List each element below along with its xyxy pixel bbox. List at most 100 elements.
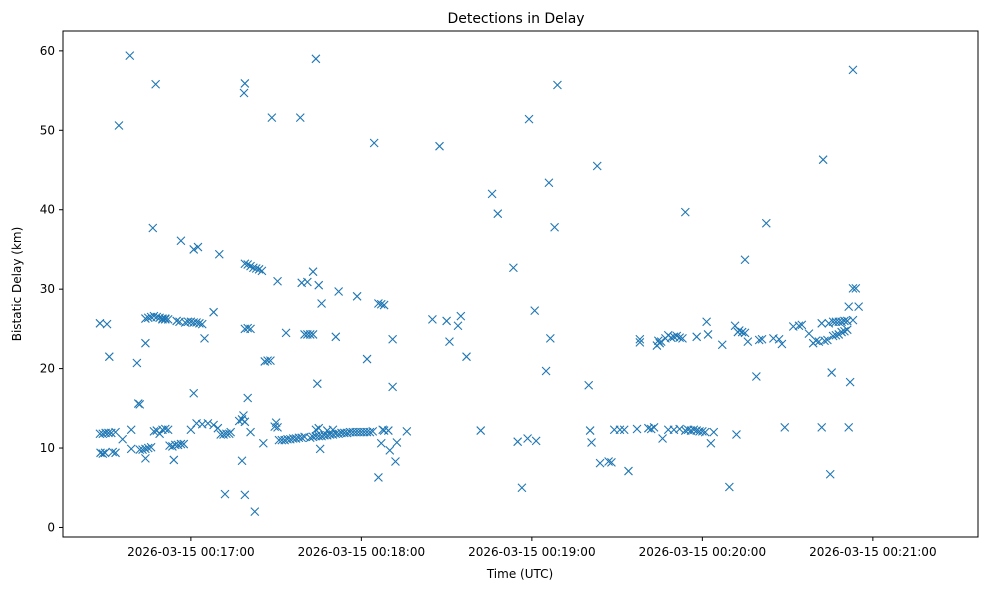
data-point bbox=[254, 264, 264, 274]
data-point bbox=[246, 261, 255, 271]
data-point bbox=[141, 314, 150, 323]
data-point bbox=[517, 483, 527, 493]
data-point bbox=[615, 425, 625, 435]
x-axis-ticks: 2026-03-15 00:17:00 2026-03-15 00:18:00 20… bbox=[127, 537, 937, 559]
data-point bbox=[263, 356, 272, 366]
data-point bbox=[368, 426, 378, 436]
data-point bbox=[666, 333, 676, 343]
data-point bbox=[456, 311, 466, 321]
data-point bbox=[132, 358, 142, 368]
data-point bbox=[246, 427, 255, 437]
data-point bbox=[96, 448, 105, 458]
data-point bbox=[151, 79, 161, 89]
data-point bbox=[827, 368, 837, 377]
data-point bbox=[780, 422, 790, 432]
data-point bbox=[624, 466, 633, 476]
data-point bbox=[209, 307, 218, 317]
data-point bbox=[592, 161, 602, 171]
data-point bbox=[312, 379, 322, 389]
data-point bbox=[513, 437, 523, 447]
data-point bbox=[143, 313, 153, 323]
data-point bbox=[840, 326, 849, 336]
data-point bbox=[804, 329, 814, 339]
data-point bbox=[774, 334, 784, 344]
data-point bbox=[314, 280, 324, 290]
data-point bbox=[305, 330, 315, 339]
x-tick-label: 2026-03-15 00:20:00 bbox=[639, 545, 766, 559]
x-tick-label: 2026-03-15 00:21:00 bbox=[809, 545, 936, 559]
data-point bbox=[308, 330, 318, 339]
data-point bbox=[114, 121, 124, 130]
data-point bbox=[111, 448, 120, 458]
data-point bbox=[692, 332, 702, 342]
data-point bbox=[273, 422, 282, 432]
data-point bbox=[189, 245, 199, 254]
y-tick-label: 0 bbox=[47, 520, 55, 534]
y-axis-label: Bistatic Delay (km) bbox=[10, 227, 24, 342]
data-point bbox=[523, 434, 532, 443]
data-point bbox=[160, 314, 170, 324]
data-point bbox=[379, 426, 389, 435]
data-point bbox=[553, 80, 562, 90]
data-point bbox=[672, 331, 682, 341]
data-point bbox=[118, 434, 128, 444]
data-point bbox=[169, 455, 179, 465]
data-point bbox=[842, 325, 852, 335]
data-point bbox=[240, 79, 250, 88]
data-point bbox=[740, 328, 750, 338]
data-point bbox=[172, 316, 182, 326]
data-point bbox=[240, 490, 250, 500]
data-point bbox=[649, 422, 659, 432]
data-point bbox=[595, 458, 605, 468]
data-point bbox=[138, 445, 147, 455]
data-point bbox=[383, 426, 393, 435]
data-point bbox=[825, 469, 835, 479]
data-point bbox=[837, 327, 846, 337]
data-point bbox=[689, 425, 699, 435]
data-point bbox=[817, 318, 827, 328]
data-point bbox=[453, 321, 463, 331]
data-point bbox=[678, 334, 687, 343]
data-point bbox=[104, 352, 114, 362]
data-point bbox=[295, 113, 305, 122]
data-point bbox=[374, 299, 383, 308]
data-point bbox=[797, 320, 807, 330]
y-tick-label: 10 bbox=[40, 441, 55, 455]
x-tick-label: 2026-03-15 00:18:00 bbox=[298, 545, 425, 559]
data-point bbox=[848, 283, 858, 293]
data-point bbox=[840, 316, 849, 326]
data-point bbox=[155, 429, 165, 439]
plot-area: 2026-03-15 00:17:00 2026-03-15 00:18:00 20… bbox=[40, 30, 979, 559]
data-point bbox=[761, 218, 771, 228]
data-point bbox=[703, 330, 713, 339]
data-point bbox=[315, 444, 325, 454]
data-point bbox=[148, 223, 158, 233]
data-point bbox=[794, 321, 804, 331]
data-point bbox=[297, 433, 307, 443]
data-point bbox=[702, 317, 712, 327]
x-tick-label: 2026-03-15 00:19:00 bbox=[468, 545, 595, 559]
data-point bbox=[388, 382, 398, 392]
data-point bbox=[811, 336, 821, 346]
data-point bbox=[584, 380, 594, 390]
data-point bbox=[243, 323, 253, 333]
data-point bbox=[192, 318, 201, 327]
data-point bbox=[237, 456, 247, 466]
data-point bbox=[108, 447, 118, 457]
data-point bbox=[680, 207, 690, 217]
data-point bbox=[220, 489, 230, 499]
data-point bbox=[607, 457, 616, 467]
data-point bbox=[214, 249, 224, 259]
data-point bbox=[854, 302, 864, 312]
data-point bbox=[777, 339, 787, 349]
data-point bbox=[251, 264, 261, 273]
data-point bbox=[848, 315, 858, 325]
data-point bbox=[697, 426, 707, 436]
data-point bbox=[226, 427, 236, 437]
data-point bbox=[243, 260, 253, 269]
data-point bbox=[149, 426, 159, 436]
data-point bbox=[844, 302, 854, 312]
data-point bbox=[248, 263, 258, 273]
data-point bbox=[635, 334, 645, 344]
data-point bbox=[848, 65, 858, 75]
